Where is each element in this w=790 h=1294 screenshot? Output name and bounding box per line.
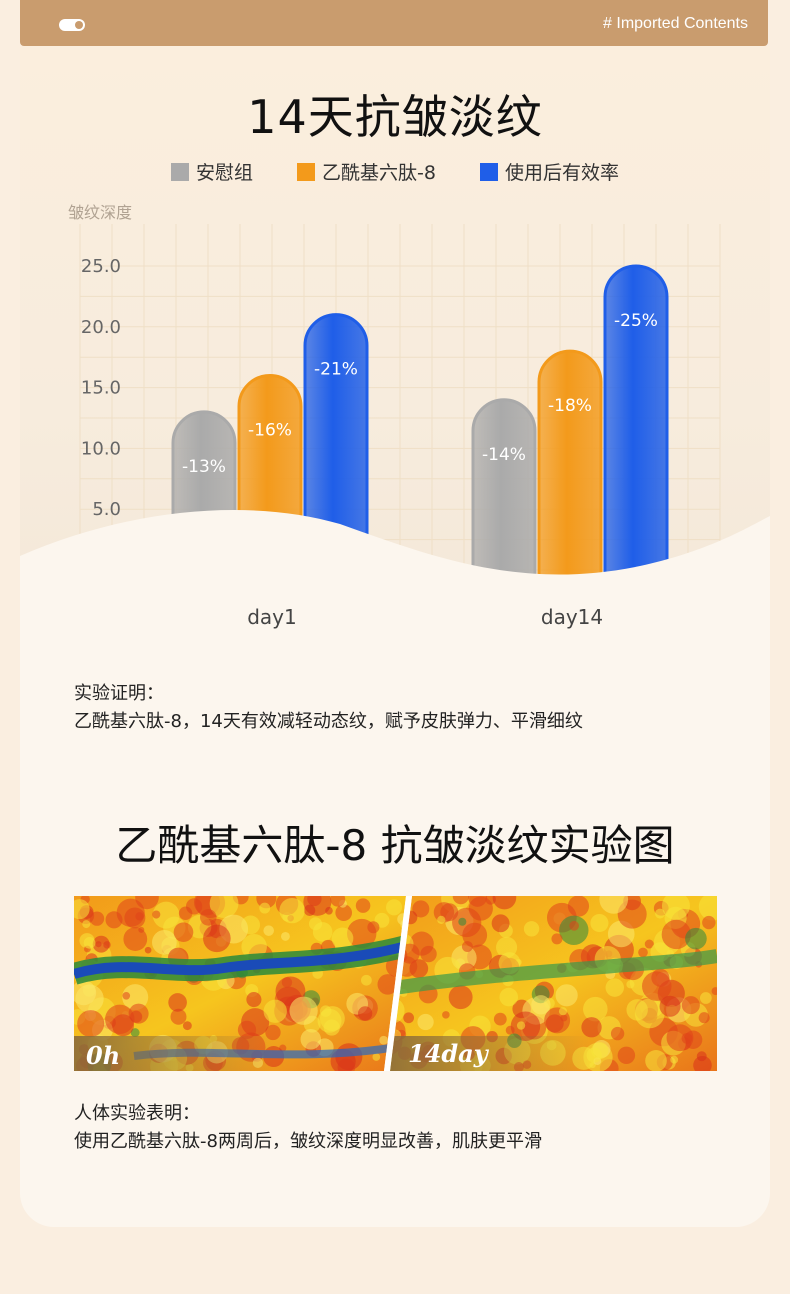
label-0h: 0h xyxy=(86,1041,120,1070)
data-label: -13% xyxy=(182,457,226,477)
wrinkle-band-faded xyxy=(392,949,717,995)
legend-label-peptide: 乙酰基六肽-8 xyxy=(322,162,436,184)
image-divider xyxy=(384,896,412,1071)
top-bar: # Imported Contents xyxy=(20,0,768,46)
legend-label-efficacy: 使用后有效率 xyxy=(505,162,620,184)
experiment-note-text: 乙酰基六肽-8，14天有效减轻动态纹，赋予皮肤弹力、平滑细纹 xyxy=(74,711,583,732)
wave-overlay xyxy=(20,510,770,656)
legend-item-peptide: 乙酰基六肽-8 xyxy=(297,158,436,185)
before-heatmap: 0h xyxy=(74,896,406,1071)
human-test-note: 人体实验表明： 使用乙酰基六肽-8两周后，皱纹深度明显改善，肌肤更平滑 xyxy=(74,1100,542,1156)
data-label: -16% xyxy=(248,420,292,440)
y-tick-label: 5.0 xyxy=(92,499,121,520)
after-heatmap: 14day xyxy=(390,896,717,1071)
y-tick-label: 20.0 xyxy=(81,317,121,338)
y-axis-title: 皱纹深度 xyxy=(68,203,132,222)
y-tick-label: 15.0 xyxy=(81,378,121,399)
chart-legend: 安慰组 乙酰基六肽-8 使用后有效率 xyxy=(20,158,770,185)
bar-chart: 皱纹深度25.020.015.010.05.00.0-13%-16%-21%-1… xyxy=(20,203,770,656)
label-band-14day xyxy=(390,1036,590,1071)
legend-swatch-peptide xyxy=(297,163,316,181)
legend-swatch-placebo xyxy=(170,163,189,181)
human-test-note-heading: 人体实验表明： xyxy=(74,1103,200,1124)
x-tick-label: day14 xyxy=(541,605,603,629)
label-band-0h xyxy=(74,1036,274,1071)
experiment-note-heading: 实验证明： xyxy=(74,683,164,704)
legend-label-placebo: 安慰组 xyxy=(195,162,253,184)
bar xyxy=(305,314,367,570)
chart-title: 14天抗皱淡纹 xyxy=(247,90,543,144)
wrinkle-comparison-image: 0h 14day xyxy=(74,896,717,1071)
data-label: -14% xyxy=(482,445,526,465)
content-card: 14天抗皱淡纹 安慰组 乙酰基六肽-8 使用后有效率 皱纹深度 25.0 20.0 1… xyxy=(20,46,770,1227)
legend-item-placebo: 安慰组 xyxy=(170,158,253,185)
data-label: -21% xyxy=(314,360,358,380)
wrinkle-line xyxy=(74,939,406,979)
experiment-note: 实验证明： 乙酰基六肽-8，14天有效减轻动态纹，赋予皮肤弹力、平滑细纹 xyxy=(74,680,583,736)
legend-item-efficacy: 使用后有效率 xyxy=(480,158,619,185)
imported-contents-tag: # Imported Contents xyxy=(603,15,748,32)
y-tick-label: 10.0 xyxy=(81,438,121,459)
toggle-icon[interactable] xyxy=(59,19,85,31)
bar xyxy=(473,399,535,622)
legend-swatch-efficacy xyxy=(480,163,499,181)
x-tick-label: day1 xyxy=(247,605,297,629)
data-label: -18% xyxy=(548,396,592,416)
human-test-note-text: 使用乙酰基六肽-8两周后，皱纹深度明显改善，肌肤更平滑 xyxy=(74,1131,542,1152)
data-label: -25% xyxy=(614,311,658,331)
y-tick-label: 25.0 xyxy=(81,256,121,277)
bar xyxy=(539,351,601,622)
experiment-image-title: 乙酰基六肽-8 抗皱淡纹实验图 xyxy=(115,821,675,870)
bar xyxy=(605,266,667,622)
label-14day: 14day xyxy=(408,1039,490,1068)
